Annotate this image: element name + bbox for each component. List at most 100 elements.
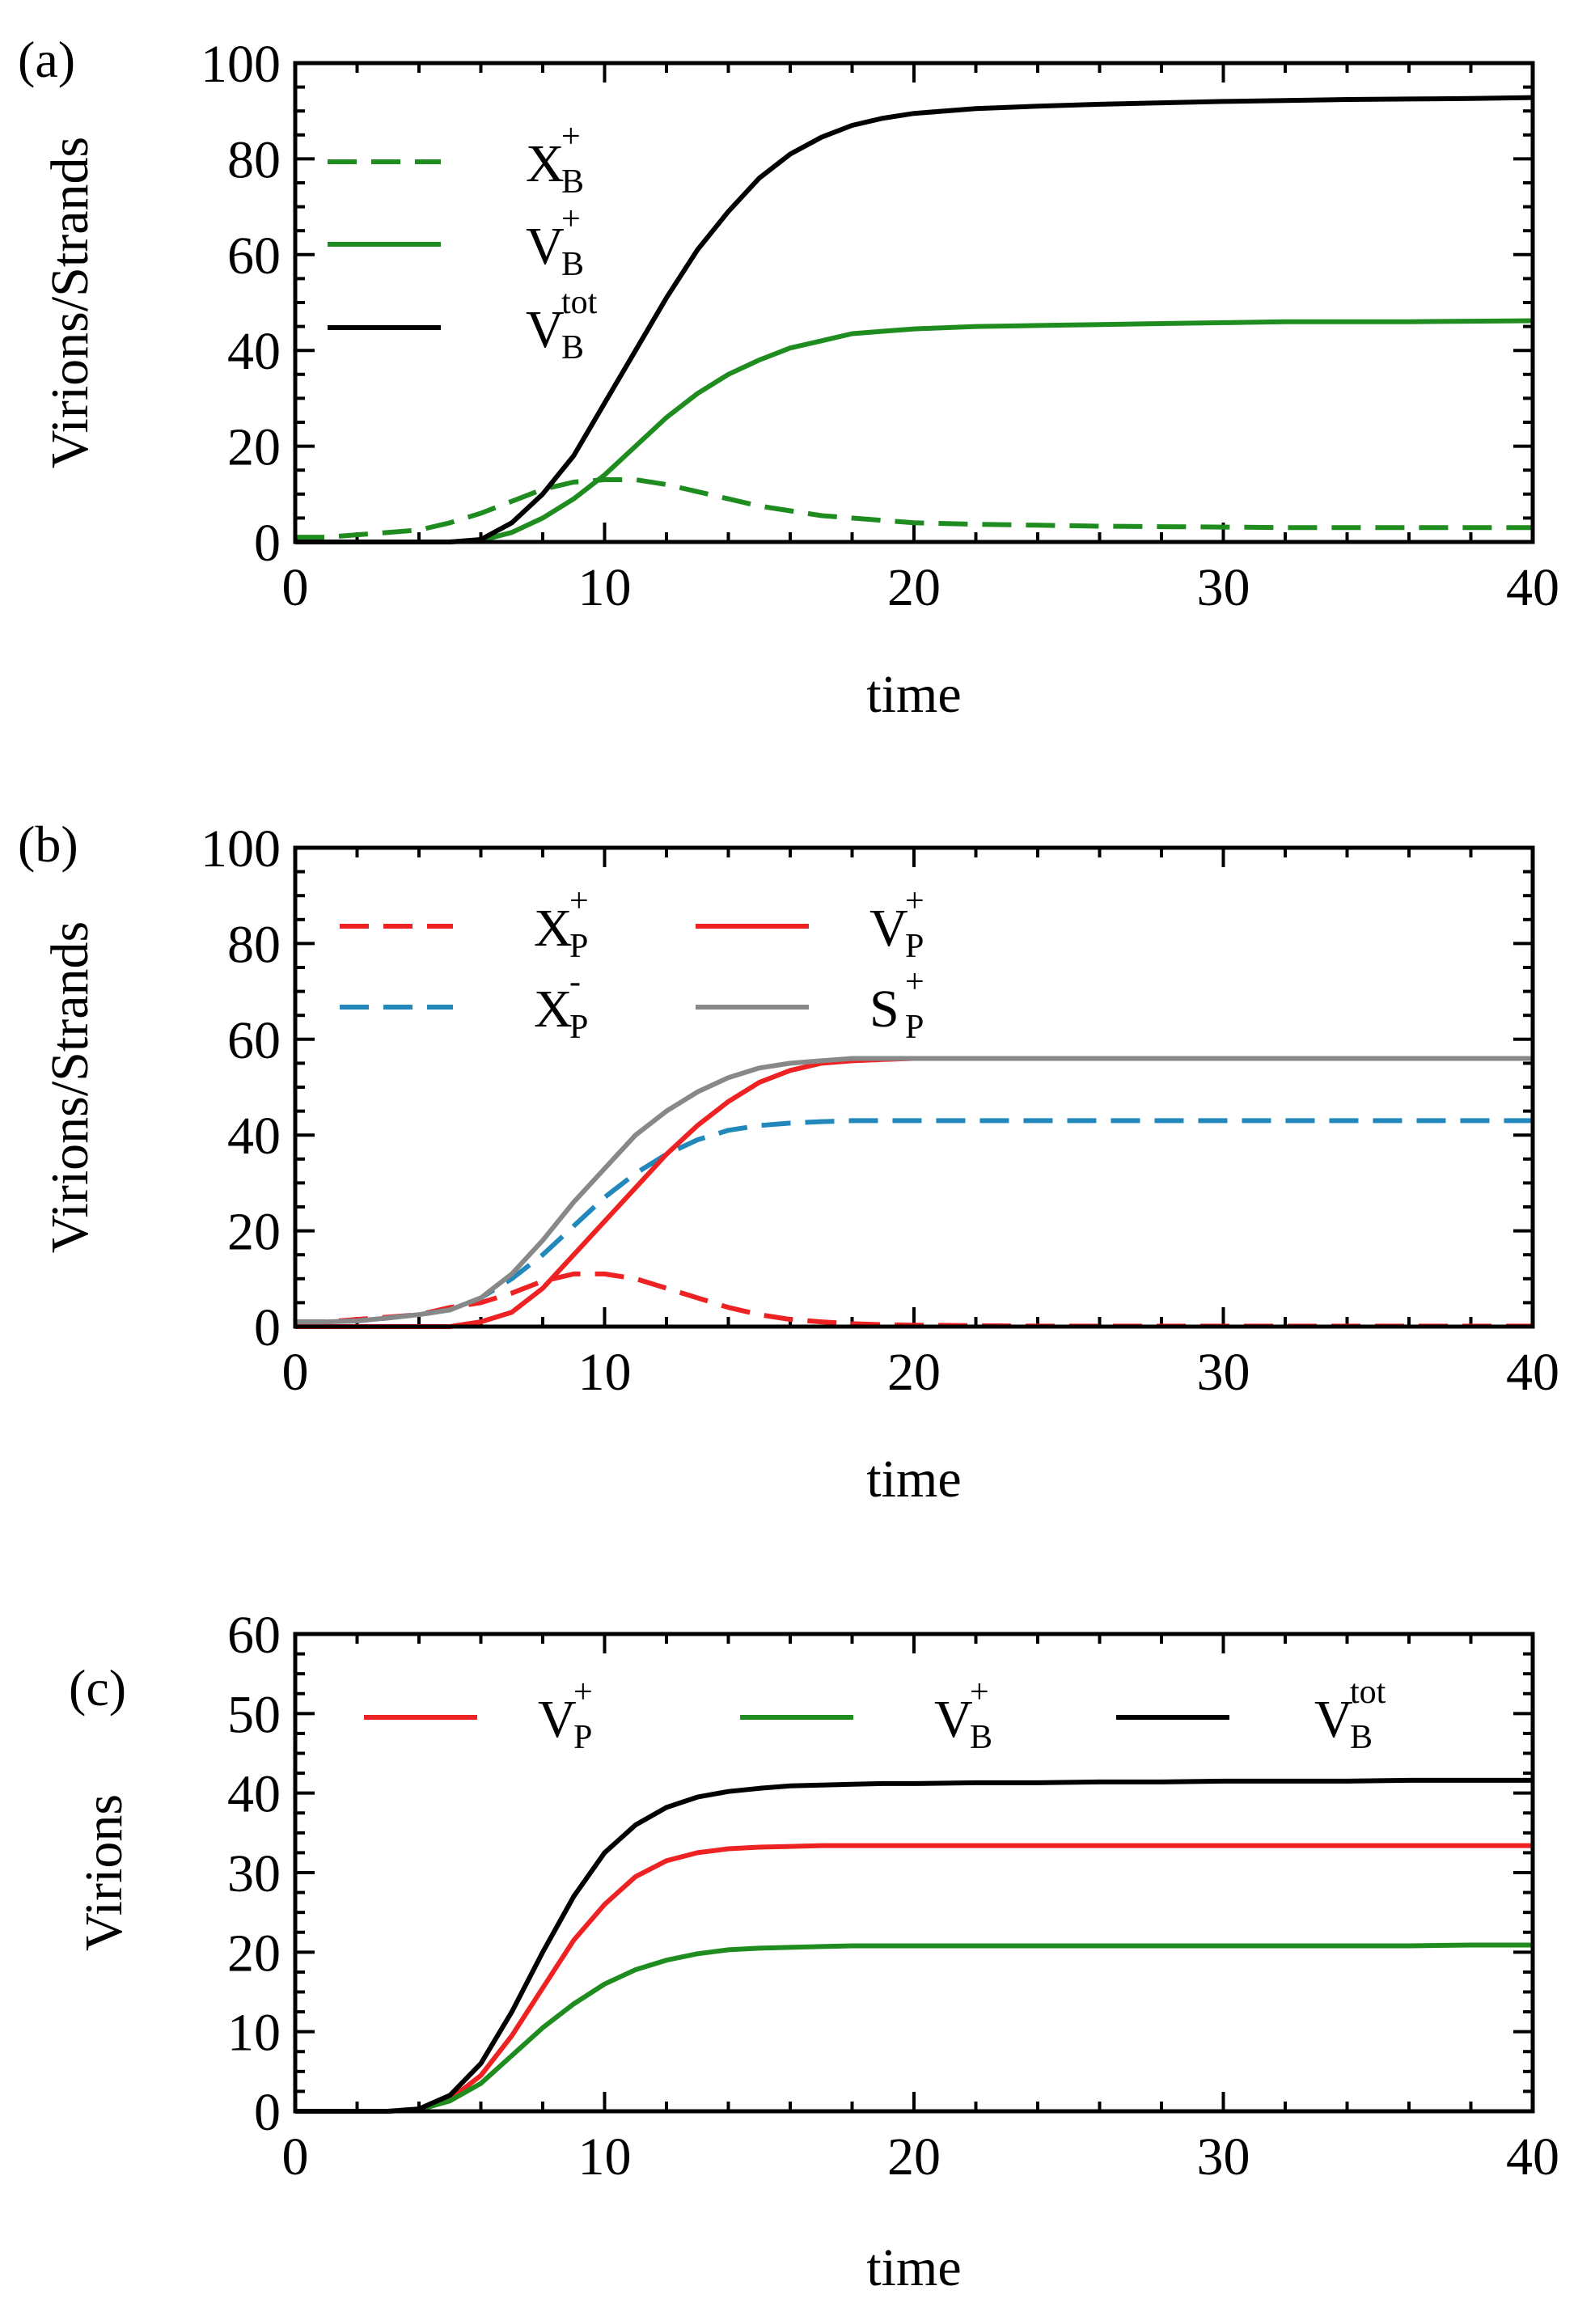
series-line-vp_plus_c [295, 1843, 1533, 2114]
y-tick-label: 60 [227, 226, 281, 286]
series-line-vb_plus_c [295, 1942, 1533, 2114]
series-line-vb_plus [295, 318, 1534, 544]
legend-subscript: B [561, 329, 584, 366]
legend-subscript: B [1350, 1719, 1373, 1756]
legend-symbol: S [869, 980, 899, 1039]
legend-item-sp_plus: S + P [696, 963, 924, 1046]
legend-item-xp_minus: X- P [340, 963, 588, 1046]
legend-symbol: X [534, 899, 573, 958]
y-tick-label: 40 [227, 1107, 281, 1166]
plot-frame [293, 61, 1535, 544]
legend-subscript: B [561, 246, 584, 283]
legend-symbol: V [934, 1690, 973, 1749]
legend-symbol: V [1314, 1690, 1353, 1749]
legend-superscript: tot [1350, 1674, 1386, 1711]
plot-frame [293, 1632, 1535, 2114]
y-axis-label: Virions [74, 1794, 133, 1951]
legend-symbol: V [869, 899, 908, 958]
x-tick-label: 20 [887, 558, 941, 617]
legend-symbol: X [526, 134, 565, 193]
series-line-xb_plus [295, 477, 1533, 540]
x-tick-label: 10 [578, 2127, 632, 2186]
y-tick-label: 20 [227, 418, 281, 477]
legend-superscript: + [561, 201, 581, 238]
x-tick-label: 40 [1506, 2127, 1559, 2186]
legend-superscript: + [905, 963, 924, 1001]
x-tick-label: 0 [282, 558, 309, 617]
legend-superscript: - [569, 963, 581, 1001]
x-tick-label: 0 [282, 1343, 309, 1402]
legend-superscript: + [970, 1674, 989, 1711]
legend-item-xp_plus: X+ P [340, 883, 589, 965]
legend-superscript: + [561, 118, 581, 155]
y-axis-label: Virions/Strands [40, 137, 99, 468]
legend-subscript: P [569, 928, 588, 965]
panel-label: (a) [18, 31, 75, 88]
y-tick-label: 60 [227, 1606, 281, 1665]
y-tick-label: 50 [227, 1685, 281, 1744]
x-axis-label: time [866, 665, 961, 724]
legend-superscript: + [905, 883, 924, 920]
legend-item-vp_plus: V+ P [696, 883, 924, 965]
y-tick-label: 20 [227, 1924, 281, 1983]
x-tick-label: 30 [1197, 2127, 1250, 2186]
legend-subscript: B [970, 1719, 992, 1756]
x-tick-label: 40 [1506, 1343, 1559, 1402]
series-line-vb_tot_c [295, 1777, 1533, 2114]
legend-symbol: V [526, 217, 565, 276]
plot-frame [293, 845, 1535, 1329]
x-axis-label: time [866, 1450, 961, 1509]
legend-subscript: P [905, 928, 924, 965]
y-tick-label: 10 [227, 2004, 281, 2063]
series-line-sp_plus [295, 1056, 1533, 1325]
chart-panel-b: 0 10 20 30 40 0 20 40 60 80 100 time Virions/Strands… [18, 815, 1559, 1509]
legend-symbol: X [534, 980, 573, 1039]
x-tick-label: 30 [1197, 1343, 1250, 1402]
legend-superscript: + [573, 1674, 593, 1711]
x-tick-label: 0 [282, 2127, 309, 2186]
y-tick-label: 80 [227, 915, 281, 974]
y-tick-label: 0 [254, 2083, 281, 2142]
legend-subscript: P [569, 1009, 588, 1046]
legend-item-vp_plus_c: V+ P [364, 1674, 593, 1756]
x-tick-label: 40 [1506, 558, 1559, 617]
y-tick-label: 60 [227, 1011, 281, 1070]
y-axis-label: Virions/Strands [40, 921, 99, 1253]
legend-item-vb_plus_c: V+ B [740, 1674, 992, 1756]
y-tick-label: 40 [227, 1765, 281, 1824]
panel-label: (c) [69, 1659, 126, 1717]
y-tick-label: 100 [201, 35, 281, 94]
legend-subscript: P [573, 1719, 592, 1756]
legend-item-vb_plus: V+ B [328, 201, 584, 283]
series-line-vp_plus [295, 1056, 1533, 1329]
legend-symbol: V [526, 300, 565, 359]
x-tick-label: 30 [1197, 558, 1250, 617]
y-tick-label: 30 [227, 1844, 281, 1903]
y-tick-label: 20 [227, 1203, 281, 1262]
legend-subscript: P [905, 1009, 924, 1046]
x-tick-label: 10 [578, 1343, 632, 1402]
y-tick-label: 100 [201, 819, 281, 878]
legend-symbol: V [538, 1690, 577, 1749]
legend-superscript: tot [561, 284, 598, 321]
x-tick-label: 20 [887, 1343, 941, 1402]
y-tick-label: 40 [227, 322, 281, 381]
x-tick-label: 10 [578, 558, 632, 617]
x-axis-label: time [866, 2238, 961, 2297]
legend-item-xb_plus: X+ B [328, 118, 584, 201]
legend-superscript: + [569, 883, 589, 920]
legend-subscript: B [561, 163, 584, 201]
y-tick-label: 0 [254, 1298, 281, 1357]
x-tick-label: 20 [887, 2127, 941, 2186]
y-tick-label: 80 [227, 130, 281, 189]
legend: X+PX-PV+PS +P [340, 883, 924, 1046]
series-line-xp_minus [295, 1118, 1533, 1325]
y-tick-label: 0 [254, 514, 281, 573]
panel-label: (b) [18, 815, 78, 873]
